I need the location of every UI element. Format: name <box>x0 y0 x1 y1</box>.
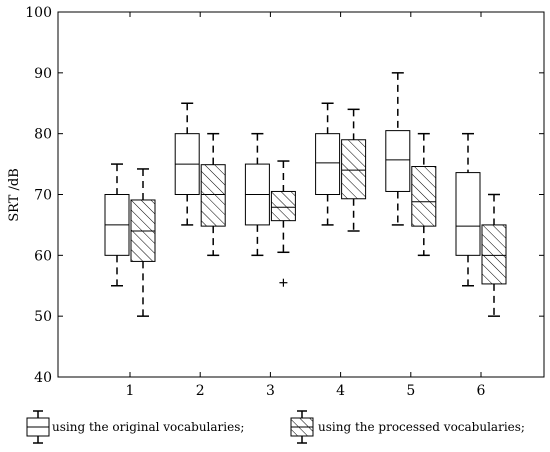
legend-label: using the original vocabularies; <box>52 420 244 434</box>
x-axis: 1 2 3 4 5 6 <box>126 12 486 399</box>
y-tick-label: 90 <box>34 66 52 82</box>
boxes-layer <box>104 72 507 317</box>
original-box <box>385 72 411 226</box>
processed-box <box>411 132 437 257</box>
y-tick-label: 100 <box>25 5 52 21</box>
y-tick-label: 60 <box>34 248 52 264</box>
x-tick-label: 4 <box>336 383 345 399</box>
legend-item-original: using the original vocabularies; <box>26 410 244 444</box>
legend-label: using the processed vocabularies; <box>318 420 525 434</box>
x-tick-label: 3 <box>266 383 275 399</box>
original-box <box>315 102 341 226</box>
processed-box <box>341 108 367 232</box>
y-axis-label: SRT /dB <box>7 168 22 222</box>
y-tick-label: 50 <box>34 309 52 325</box>
y-tick-label: 40 <box>34 370 52 386</box>
x-tick-label: 1 <box>126 383 135 399</box>
original-box <box>455 132 481 287</box>
x-tick-label: 6 <box>477 383 486 399</box>
y-tick-label: 80 <box>34 127 52 143</box>
iqr-box <box>315 133 341 196</box>
original-box <box>244 132 270 257</box>
x-tick-label: 2 <box>196 383 205 399</box>
iqr-box <box>411 166 437 227</box>
x-tick-label: 5 <box>406 383 415 399</box>
legend-item-processed: using the processed vocabularies; <box>290 410 525 444</box>
iqr-box <box>270 190 296 222</box>
processed-box <box>200 132 226 257</box>
processed-box <box>270 160 296 287</box>
y-tick-label: 70 <box>34 188 52 204</box>
original-box <box>174 102 200 226</box>
iqr-box <box>481 224 507 285</box>
iqr-box <box>385 130 411 192</box>
iqr-box <box>455 172 481 256</box>
iqr-box <box>200 164 226 227</box>
iqr-box <box>341 139 367 200</box>
legend: using the original vocabularies; using th… <box>26 410 525 444</box>
processed-box <box>130 168 156 317</box>
processed-box <box>481 193 507 317</box>
y-axis: 40 50 60 70 80 90 100 <box>25 5 544 386</box>
original-box <box>104 163 130 287</box>
